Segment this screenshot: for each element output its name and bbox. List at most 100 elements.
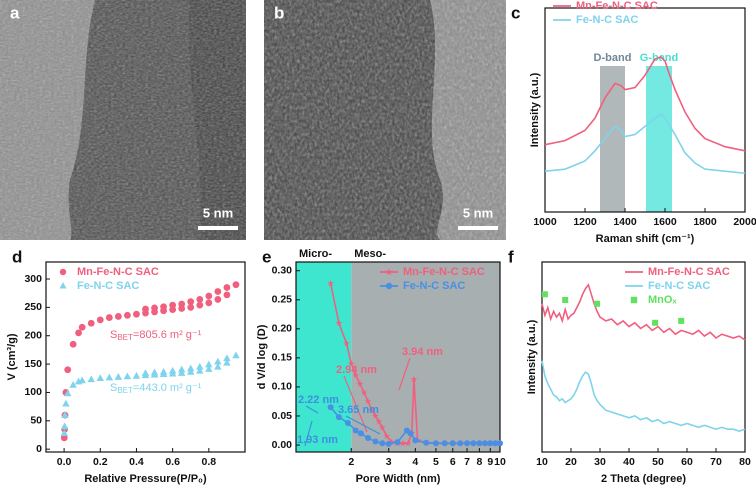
x-axis-label: Raman shift (cm⁻¹) bbox=[596, 233, 695, 245]
band-label: Micro- bbox=[299, 248, 332, 260]
marker bbox=[223, 291, 231, 299]
annotation-arrow bbox=[398, 357, 411, 391]
annotation: 2.94 nm bbox=[336, 364, 377, 376]
x-tick-label: 50 bbox=[652, 456, 664, 468]
marker bbox=[352, 371, 360, 379]
marker bbox=[335, 414, 342, 421]
annotation-arrow bbox=[304, 420, 313, 447]
y-axis-label: V (cm³/g) bbox=[6, 333, 18, 380]
annotation-sub: BET bbox=[117, 386, 133, 395]
marker bbox=[407, 430, 414, 437]
marker bbox=[327, 404, 334, 411]
marker bbox=[327, 279, 335, 287]
marker bbox=[378, 424, 386, 431]
marker bbox=[196, 296, 204, 303]
series-line bbox=[544, 113, 746, 175]
x-tick-label: 40 bbox=[623, 456, 635, 468]
band-label: Meso- bbox=[354, 248, 386, 260]
x-axis-label: 2 Theta (degree) bbox=[601, 473, 686, 485]
x-tick-label: 1400 bbox=[613, 216, 637, 228]
marker bbox=[449, 440, 456, 447]
marker bbox=[476, 440, 483, 447]
marker bbox=[87, 319, 95, 327]
marker bbox=[394, 439, 401, 446]
x-tick-label: 4 bbox=[412, 456, 418, 468]
marker bbox=[497, 440, 503, 447]
band bbox=[296, 262, 352, 452]
x-axis-label: Relative Pressure(P/P₀) bbox=[84, 473, 207, 485]
legend-marker bbox=[59, 268, 67, 276]
marker bbox=[356, 380, 364, 387]
marker bbox=[78, 376, 86, 384]
marker bbox=[214, 296, 222, 303]
x-tick-label: 80 bbox=[739, 456, 751, 468]
y-tick-label: 0.30 bbox=[272, 264, 293, 276]
marker bbox=[232, 281, 240, 289]
annotation-arrow bbox=[305, 405, 319, 414]
x-tick-label: 10 bbox=[536, 456, 548, 468]
y-tick-label: 200 bbox=[24, 330, 42, 342]
marker bbox=[178, 300, 186, 308]
marker bbox=[379, 440, 386, 447]
annotation-rest: =805.6 m² g⁻¹ bbox=[133, 329, 202, 341]
marker bbox=[187, 303, 195, 311]
marker bbox=[214, 288, 222, 295]
plot-frame bbox=[541, 261, 746, 453]
scale-bar-label: 5 nm bbox=[463, 205, 493, 220]
marker bbox=[383, 432, 391, 440]
legend-marker bbox=[385, 282, 393, 290]
marker bbox=[214, 357, 222, 365]
marker bbox=[652, 319, 659, 326]
marker bbox=[352, 427, 359, 434]
series-line bbox=[541, 360, 746, 432]
marker bbox=[357, 430, 364, 437]
x-axis-label: Pore Width (nm) bbox=[356, 473, 441, 485]
x-tick-label: 7 bbox=[464, 456, 470, 468]
x-tick-label: 60 bbox=[681, 456, 693, 468]
y-tick-label: 100 bbox=[24, 386, 42, 398]
x-tick-label: 1800 bbox=[693, 216, 717, 228]
marker bbox=[223, 354, 231, 362]
legend-label: Fe-N-C SAC bbox=[576, 14, 638, 26]
marker bbox=[410, 375, 418, 383]
x-tick-label: 0.2 bbox=[93, 456, 108, 468]
marker bbox=[159, 367, 168, 375]
x-tick-label: 30 bbox=[594, 456, 606, 468]
y-axis-label: Intensity (a.u.) bbox=[529, 72, 541, 147]
y-tick-label: 0.25 bbox=[272, 294, 293, 306]
marker bbox=[150, 368, 159, 376]
y-tick-label: 0.15 bbox=[272, 352, 293, 364]
tem-image-b: b 5 nm bbox=[264, 0, 506, 240]
annotation: 3.65 nm bbox=[338, 404, 379, 416]
y-tick-label: 0.00 bbox=[272, 439, 293, 451]
x-tick-label: 2 bbox=[348, 456, 354, 468]
marker bbox=[492, 440, 499, 447]
y-tick-label: 0.05 bbox=[272, 410, 293, 422]
marker bbox=[177, 365, 186, 373]
panel-label: d bbox=[12, 247, 22, 266]
panel-label: a bbox=[10, 3, 20, 22]
marker bbox=[232, 351, 240, 359]
annotation: SBET=443.0 m² g⁻¹ bbox=[110, 382, 202, 395]
marker bbox=[457, 440, 464, 447]
marker bbox=[60, 422, 69, 430]
marker bbox=[61, 411, 69, 418]
legend-label: Mn-Fe-N-C SAC bbox=[648, 266, 730, 278]
x-tick-label: 0.8 bbox=[202, 456, 217, 468]
marker bbox=[412, 437, 419, 444]
marker bbox=[360, 389, 368, 396]
x-tick-label: 6 bbox=[450, 456, 456, 468]
annotation-sub: BET bbox=[117, 333, 133, 342]
marker bbox=[196, 362, 204, 370]
annotation-main: S bbox=[110, 329, 117, 341]
marker bbox=[343, 339, 350, 347]
annotation-arrow bbox=[343, 375, 368, 433]
legend-label: Mn-Fe-N-C SAC bbox=[77, 266, 159, 278]
marker bbox=[196, 366, 204, 374]
marker bbox=[78, 323, 86, 331]
y-axis-label: d V/d log (D) bbox=[256, 324, 268, 389]
x-tick-label: 2000 bbox=[733, 216, 756, 228]
marker bbox=[60, 434, 68, 442]
legend-label: Fe-N-C SAC bbox=[77, 280, 139, 292]
